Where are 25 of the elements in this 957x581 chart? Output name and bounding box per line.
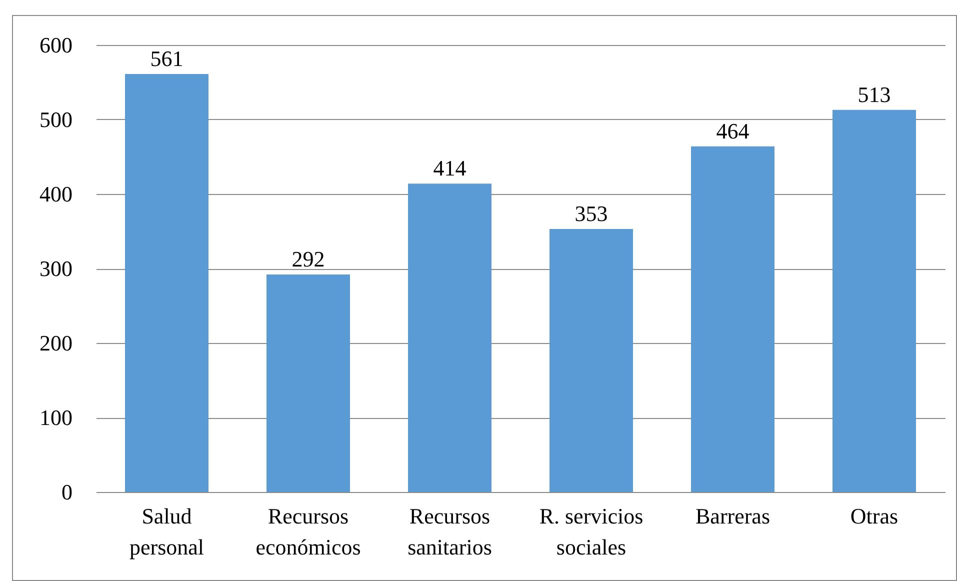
bar [832, 110, 916, 492]
y-tick-label: 200 [40, 330, 72, 356]
bar [691, 146, 774, 492]
data-label: 292 [292, 246, 325, 272]
x-tick-label: Recursos económicos [256, 504, 361, 560]
bar [550, 229, 633, 492]
x-tick-label: Recursos sanitarios [408, 504, 492, 560]
bar [266, 274, 350, 492]
x-tick-label: Otras [850, 504, 898, 528]
y-tick-label: 500 [40, 107, 72, 132]
data-label: 464 [716, 118, 750, 144]
y-tick-label: 300 [40, 256, 72, 281]
x-tick-label: Salud personal [129, 504, 204, 560]
y-tick-label: 100 [40, 405, 72, 430]
data-label: 513 [858, 82, 891, 107]
y-tick-label: 0 [62, 480, 72, 504]
data-label: 414 [433, 156, 466, 181]
x-tick-label: Barreras [695, 504, 770, 528]
data-label: 353 [574, 201, 608, 226]
y-tick-label: 600 [40, 32, 72, 58]
bar [408, 184, 492, 492]
x-tick-label: R. servicios sociales [539, 504, 644, 560]
y-tick-label: 400 [40, 182, 72, 206]
data-label: 561 [150, 46, 184, 72]
bar [125, 74, 208, 492]
